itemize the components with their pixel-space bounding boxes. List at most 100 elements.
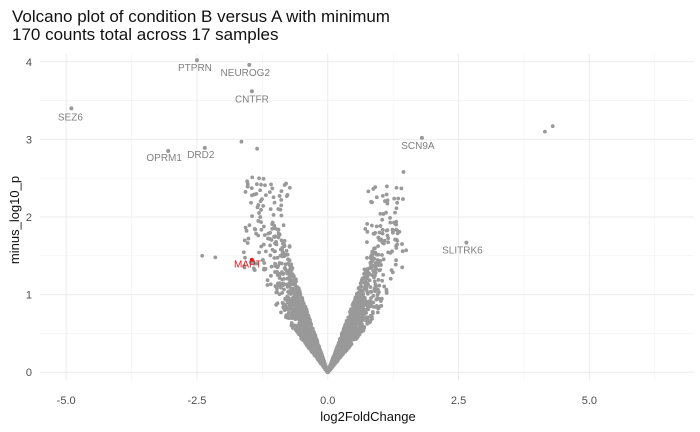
data-point	[357, 323, 362, 328]
data-point	[386, 236, 391, 241]
data-point	[357, 298, 362, 303]
data-point	[286, 310, 291, 315]
data-point	[550, 124, 555, 129]
labeled-point	[247, 62, 252, 67]
data-point	[280, 300, 285, 305]
data-point	[245, 181, 250, 186]
data-point	[270, 220, 275, 225]
labeled-point	[69, 106, 74, 111]
data-point	[401, 170, 406, 174]
gene-label: PTPRN	[178, 63, 212, 74]
data-point	[385, 228, 390, 233]
data-point	[370, 309, 375, 314]
data-point	[354, 309, 359, 314]
data-point	[259, 182, 263, 187]
data-point	[275, 255, 280, 260]
data-point	[292, 323, 296, 328]
data-point	[365, 240, 369, 245]
data-point	[344, 348, 349, 353]
data-point	[358, 281, 363, 286]
data-point	[352, 306, 357, 311]
data-point	[243, 190, 248, 194]
data-point	[363, 315, 368, 320]
data-point	[394, 206, 399, 211]
data-point	[299, 297, 304, 302]
labeled-point	[202, 145, 207, 150]
data-point	[370, 249, 375, 254]
data-point	[340, 343, 345, 348]
data-point	[262, 233, 267, 238]
data-point	[278, 247, 283, 252]
data-point	[375, 310, 380, 315]
x-tick-label: 5.0	[582, 395, 597, 407]
data-point	[400, 249, 405, 254]
x-tick-label: -5.0	[57, 395, 76, 407]
data-point	[369, 303, 373, 308]
data-point	[261, 224, 266, 229]
data-point	[309, 341, 314, 346]
data-point	[330, 358, 335, 363]
data-point	[374, 224, 379, 229]
data-point	[353, 299, 357, 304]
data-point	[276, 227, 281, 232]
data-point	[339, 352, 343, 357]
data-point	[250, 175, 255, 180]
data-point	[308, 321, 313, 326]
data-point	[382, 284, 387, 289]
data-point	[282, 287, 286, 292]
data-point	[348, 321, 352, 326]
data-point	[367, 278, 372, 283]
data-point	[349, 328, 354, 332]
data-point	[270, 186, 275, 191]
data-point	[304, 332, 309, 336]
data-point	[275, 289, 279, 294]
data-point	[400, 242, 404, 246]
data-point	[367, 272, 372, 277]
data-point	[259, 207, 263, 212]
data-point	[267, 236, 271, 241]
data-point	[375, 261, 379, 266]
data-point	[367, 299, 372, 303]
data-point	[365, 222, 370, 226]
data-point	[362, 286, 367, 291]
data-point	[378, 267, 383, 272]
data-point	[257, 250, 261, 255]
data-point	[314, 341, 319, 346]
data-point	[313, 351, 318, 356]
data-point	[301, 302, 305, 307]
data-point	[373, 270, 378, 275]
data-point	[272, 256, 277, 260]
data-point	[354, 292, 359, 296]
data-point	[270, 226, 275, 231]
data-point	[296, 303, 301, 308]
data-point	[287, 281, 292, 286]
data-point	[269, 182, 273, 187]
data-point	[542, 129, 547, 134]
data-point	[363, 308, 368, 312]
data-point	[281, 281, 285, 286]
data-point	[271, 195, 276, 200]
data-point	[250, 214, 254, 219]
data-point	[373, 185, 378, 190]
data-point	[261, 176, 266, 181]
data-point	[273, 249, 277, 254]
data-point	[279, 310, 283, 315]
data-point	[355, 313, 359, 318]
data-point	[391, 229, 396, 234]
data-point	[252, 261, 257, 266]
gene-labels: PTPRN NEUROG2 CNTFR SEZ6 OPRM1 DRD2 SCN9A SLITR…	[58, 63, 483, 270]
x-tick-label: 2.5	[451, 395, 466, 407]
data-point	[304, 335, 308, 339]
data-point	[279, 238, 284, 243]
data-point	[400, 265, 405, 270]
data-point	[373, 289, 378, 294]
data-point	[272, 234, 276, 239]
data-point	[365, 255, 369, 260]
data-point	[368, 314, 373, 319]
data-point	[254, 182, 259, 187]
data-point	[283, 262, 288, 267]
data-point	[279, 261, 284, 266]
data-point	[401, 197, 405, 201]
data-point	[352, 323, 357, 328]
data-point	[337, 337, 342, 342]
